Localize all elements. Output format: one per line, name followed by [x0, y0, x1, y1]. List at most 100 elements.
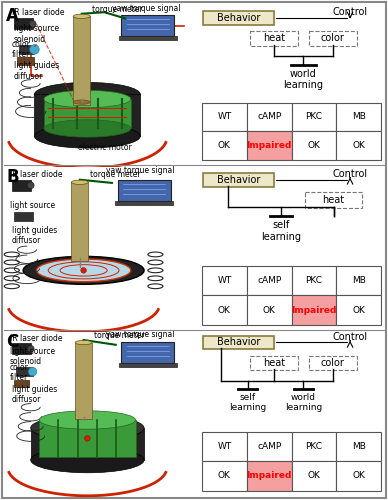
Text: yaw torque signal: yaw torque signal — [112, 4, 180, 13]
Text: PKC: PKC — [305, 276, 322, 285]
Text: heat: heat — [263, 34, 285, 43]
Text: torque meter: torque meter — [94, 332, 145, 340]
Ellipse shape — [71, 180, 88, 184]
Bar — [247, 102, 291, 131]
Bar — [121, 16, 174, 36]
Text: light source
solenoid: light source solenoid — [14, 24, 59, 44]
Bar — [118, 180, 171, 201]
Ellipse shape — [36, 259, 131, 281]
Bar — [17, 57, 35, 65]
Bar — [291, 296, 336, 324]
Text: WT: WT — [217, 112, 232, 122]
Text: Impaired: Impaired — [291, 306, 336, 314]
FancyBboxPatch shape — [309, 31, 357, 46]
Text: OK: OK — [218, 306, 231, 314]
Text: OK: OK — [352, 306, 365, 314]
Circle shape — [29, 20, 36, 27]
Text: self
learning: self learning — [261, 220, 301, 242]
Text: Control: Control — [333, 8, 367, 18]
Circle shape — [30, 44, 39, 54]
Text: cAMP: cAMP — [257, 276, 281, 285]
Bar — [291, 461, 336, 490]
Bar — [39, 420, 135, 457]
Bar — [247, 131, 291, 160]
Ellipse shape — [31, 447, 144, 473]
Text: OK: OK — [307, 141, 320, 150]
Bar — [291, 432, 336, 461]
Text: cAMP: cAMP — [257, 112, 281, 122]
Text: light source
solenoid: light source solenoid — [10, 346, 55, 366]
Bar — [202, 266, 247, 296]
Text: yaw torque signal: yaw torque signal — [106, 166, 175, 175]
Text: light guides
diffusor: light guides diffusor — [12, 385, 57, 404]
Text: electric motor: electric motor — [78, 143, 132, 152]
Text: color: color — [321, 34, 345, 43]
Circle shape — [81, 268, 87, 273]
FancyBboxPatch shape — [305, 192, 362, 208]
Circle shape — [27, 182, 34, 188]
Bar — [247, 296, 291, 324]
Text: B: B — [6, 168, 19, 186]
Text: IR laser diode: IR laser diode — [10, 334, 62, 343]
Ellipse shape — [35, 124, 140, 148]
Text: IR laser diode: IR laser diode — [12, 8, 64, 18]
Bar — [247, 461, 291, 490]
Bar — [247, 266, 291, 296]
Ellipse shape — [75, 340, 92, 344]
Text: heat: heat — [322, 195, 345, 205]
Text: Impaired: Impaired — [246, 141, 292, 150]
Text: color
filter: color filter — [10, 362, 29, 382]
Bar — [115, 201, 173, 204]
Bar — [31, 428, 144, 460]
Bar — [202, 131, 247, 160]
Bar — [8, 167, 197, 326]
FancyBboxPatch shape — [203, 172, 274, 187]
Text: Impaired: Impaired — [246, 472, 292, 480]
Bar — [202, 102, 247, 131]
Ellipse shape — [73, 14, 90, 18]
Text: WT: WT — [217, 442, 232, 451]
Text: C: C — [6, 333, 18, 351]
Text: OK: OK — [352, 472, 365, 480]
Bar — [8, 332, 197, 492]
Ellipse shape — [44, 90, 131, 108]
Text: MB: MB — [352, 442, 365, 451]
Bar — [291, 102, 336, 131]
Text: Behavior: Behavior — [217, 175, 260, 185]
Text: PKC: PKC — [305, 442, 322, 451]
Text: OK: OK — [307, 472, 320, 480]
Text: heat: heat — [263, 358, 285, 368]
Text: MB: MB — [352, 276, 365, 285]
Bar — [119, 363, 177, 366]
Text: color: color — [321, 358, 345, 368]
Bar — [121, 342, 174, 363]
Bar — [75, 342, 92, 419]
Bar — [336, 432, 381, 461]
Bar — [44, 99, 131, 128]
Bar — [336, 102, 381, 131]
Bar — [14, 18, 33, 29]
Text: yaw torque signal: yaw torque signal — [106, 330, 175, 339]
Text: WT: WT — [217, 276, 232, 285]
Text: OK: OK — [218, 472, 231, 480]
FancyBboxPatch shape — [309, 356, 357, 370]
Ellipse shape — [35, 82, 140, 106]
Text: OK: OK — [263, 306, 275, 314]
FancyBboxPatch shape — [203, 336, 274, 349]
Bar — [14, 212, 33, 221]
Text: Control: Control — [333, 168, 367, 178]
Bar — [73, 16, 90, 104]
Text: light guides
diffusor: light guides diffusor — [14, 62, 59, 81]
Text: A: A — [6, 7, 19, 25]
Bar — [8, 6, 197, 161]
Ellipse shape — [23, 256, 144, 284]
Bar — [202, 296, 247, 324]
Bar — [19, 45, 35, 54]
Text: OK: OK — [218, 141, 231, 150]
Circle shape — [27, 346, 34, 352]
Text: torque meter: torque meter — [90, 170, 141, 178]
Bar — [291, 131, 336, 160]
Text: OK: OK — [352, 141, 365, 150]
Circle shape — [85, 436, 90, 441]
Text: light source: light source — [10, 202, 55, 210]
